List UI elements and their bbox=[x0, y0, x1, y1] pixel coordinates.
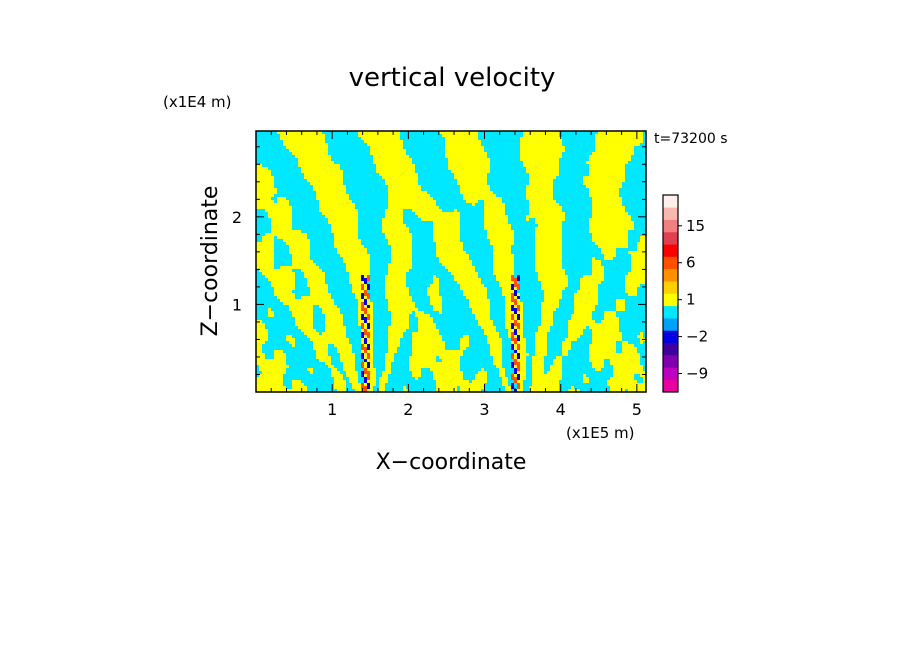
colorbar-label: −2 bbox=[686, 328, 708, 346]
y-tick-label: 1 bbox=[232, 295, 242, 314]
colorbar-segment bbox=[663, 355, 678, 368]
colorbar-segment bbox=[663, 305, 678, 319]
x-tick-label: 2 bbox=[403, 400, 413, 419]
colorbar-segment bbox=[663, 219, 678, 233]
colorbar-segment bbox=[663, 244, 678, 257]
colorbar-label: −9 bbox=[686, 365, 708, 383]
colorbar-segment bbox=[663, 318, 678, 331]
colorbar-segment bbox=[663, 231, 678, 245]
time-label: t=73200 s bbox=[654, 131, 728, 147]
x-tick-label: 3 bbox=[479, 400, 489, 419]
colorbar-segment bbox=[663, 256, 678, 270]
colorbar-segment bbox=[663, 367, 678, 380]
x-tick-labels: 1 2 3 4 5 bbox=[327, 400, 642, 419]
colorbar-labels: 15 6 1 −2 −9 bbox=[678, 217, 708, 383]
colorbar-segment bbox=[663, 342, 678, 356]
colorbar-label: 15 bbox=[686, 217, 705, 235]
colorbar-segment bbox=[663, 195, 678, 208]
colorbar-segment bbox=[663, 281, 678, 294]
colorbar-label: 1 bbox=[686, 291, 696, 309]
x-unit-label: (x1E5 m) bbox=[566, 424, 635, 442]
x-tick-label: 5 bbox=[632, 400, 642, 419]
x-tick-label: 1 bbox=[327, 400, 337, 419]
colorbar bbox=[662, 194, 679, 393]
contour-field bbox=[256, 131, 646, 392]
plot-frame bbox=[255, 130, 647, 393]
x-tick-label: 4 bbox=[556, 400, 566, 419]
colorbar-segment bbox=[663, 379, 678, 393]
colorbar-segment bbox=[663, 207, 678, 220]
y-tick-label: 2 bbox=[232, 208, 242, 227]
y-axis-label: Z−coordinate bbox=[198, 186, 223, 337]
chart-title: vertical velocity bbox=[349, 63, 556, 93]
colorbar-frame bbox=[662, 194, 679, 393]
x-axis-label: X−coordinate bbox=[376, 450, 527, 475]
colorbar-segment bbox=[663, 293, 678, 307]
colorbar-segment bbox=[663, 268, 678, 282]
y-unit-label: (x1E4 m) bbox=[163, 93, 232, 111]
axis-ticks bbox=[256, 131, 646, 392]
colorbar-label: 6 bbox=[686, 254, 696, 272]
y-tick-labels: 12 bbox=[232, 208, 242, 315]
colorbar-segment bbox=[663, 330, 678, 344]
